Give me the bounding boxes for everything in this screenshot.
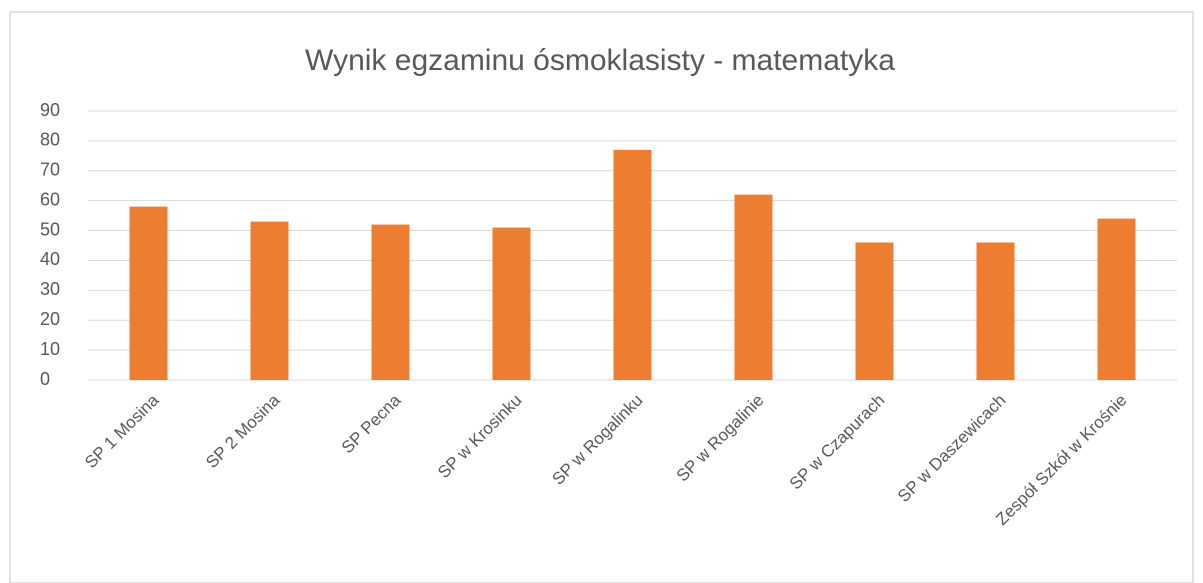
y-tick-label: 50 [40,219,60,239]
y-tick-label: 30 [40,279,60,299]
y-tick-label: 10 [40,339,60,359]
y-tick-label: 70 [40,160,60,180]
bar [613,149,652,380]
y-tick-label: 20 [40,309,60,329]
chart-title: Wynik egzaminu ósmoklasisty - matematyka [305,44,895,77]
y-tick-label: 60 [40,189,60,209]
bar [734,194,773,380]
bar [371,224,410,380]
bar [1097,218,1136,380]
bar [492,227,531,380]
bar [250,221,289,380]
bar [976,242,1015,380]
y-tick-label: 40 [40,249,60,269]
bar [855,242,894,380]
y-tick-label: 90 [40,100,60,120]
y-tick-label: 0 [40,369,50,389]
y-tick-label: 80 [40,130,60,150]
bar [129,206,168,380]
